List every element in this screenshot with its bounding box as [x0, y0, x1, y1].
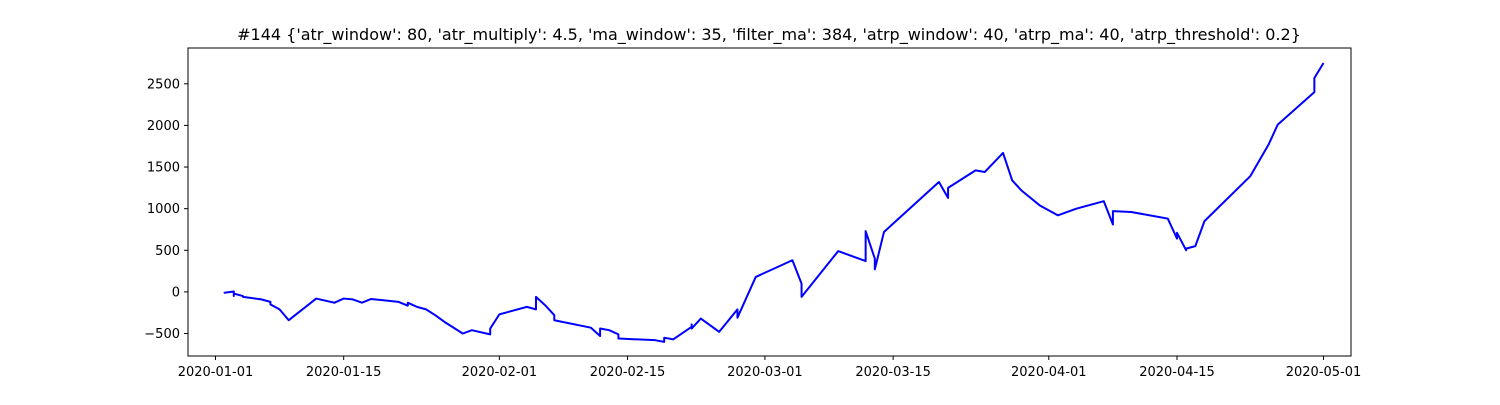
x-tick-label: 2020-04-15 [1139, 365, 1215, 380]
x-tick-label: 2020-02-01 [462, 365, 538, 380]
chart-title: #144 {'atr_window': 80, 'atr_multiply': … [237, 25, 1301, 45]
plot-frame [187, 47, 1352, 357]
axis-layer: 2020-01-01 2020-01-15 2020-02-01 2020-02-15… [144, 77, 1361, 380]
y-tick-label: 2000 [147, 119, 180, 134]
x-tick-label: 2020-01-01 [178, 365, 254, 380]
y-tick-label: 0 [172, 285, 180, 300]
x-tick-label: 2020-04-01 [1011, 365, 1087, 380]
y-tick-label: 2500 [147, 77, 180, 92]
x-tick-label: 2020-03-01 [727, 365, 803, 380]
x-tick-label: 2020-03-15 [855, 365, 931, 380]
series-layer [223, 62, 1325, 343]
y-tick-label: −500 [144, 327, 180, 342]
series-line-0 [223, 62, 1325, 343]
x-tick-label: 2020-02-15 [590, 365, 666, 380]
y-tick-label: 1500 [147, 161, 180, 176]
x-tick-label: 2020-05-01 [1286, 365, 1362, 380]
y-tick-label: 500 [155, 244, 180, 259]
x-tick-label: 2020-01-15 [306, 365, 382, 380]
y-tick-label: 1000 [147, 202, 180, 217]
